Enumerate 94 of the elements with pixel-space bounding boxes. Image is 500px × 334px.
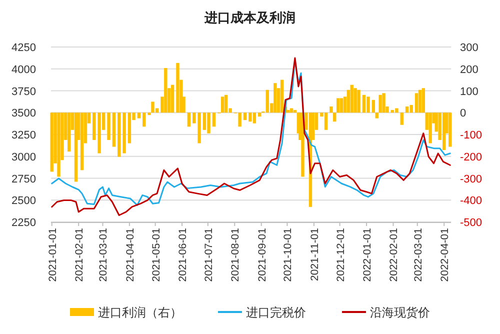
bar	[382, 93, 386, 113]
bar	[92, 112, 96, 140]
bar	[122, 112, 126, 154]
y-tick-label: 4000	[12, 64, 36, 76]
bar	[274, 83, 277, 113]
bar	[238, 112, 242, 127]
x-tick-label: 2021-08-01	[230, 228, 242, 282]
bar	[372, 100, 376, 113]
y-tick-label: 2250	[12, 217, 36, 229]
x-tick-label: 2021-03-01	[98, 228, 110, 282]
y2-tick-label: 100	[460, 86, 478, 98]
bar	[428, 112, 432, 144]
bar	[336, 98, 340, 113]
bar	[164, 68, 168, 113]
bar	[198, 112, 201, 144]
x-tick-label: 2022-03-01	[412, 228, 424, 282]
legend-label: 进口利润（右）	[98, 306, 182, 320]
y2-tick-label: 300	[460, 42, 478, 54]
bar	[422, 88, 426, 113]
bar	[151, 102, 154, 113]
x-tick-label: 2022-01-01	[362, 228, 374, 282]
chart-title: 进口成本及利润	[204, 10, 296, 25]
y-tick-label: 4250	[12, 42, 36, 54]
y-tick-label: 3500	[12, 108, 36, 120]
bar	[137, 112, 141, 118]
bar	[80, 112, 84, 170]
x-tick-label: 2021-06-01	[177, 228, 190, 282]
y-tick-label: 2750	[12, 173, 36, 186]
x-tick-label: 2021-10-01	[282, 228, 294, 282]
bar	[357, 90, 360, 113]
bar	[207, 112, 210, 134]
y-tick-label: 3250	[12, 130, 36, 142]
bar	[375, 112, 378, 118]
bar	[258, 112, 262, 117]
bar	[400, 112, 404, 125]
x-tick-label: 2021-09-01	[256, 228, 268, 282]
bar	[220, 96, 224, 113]
bar	[112, 112, 116, 147]
bar	[362, 94, 366, 113]
legend-label: 进口完税价	[246, 306, 306, 320]
y2-tick-label: -200	[460, 151, 482, 164]
legend-label: 沿海现货价	[370, 306, 430, 320]
bar	[68, 112, 71, 152]
x-tick-label: 2021-02-01	[74, 228, 86, 282]
bar	[142, 112, 146, 127]
bar	[280, 80, 284, 113]
y2-tick-label: -400	[460, 195, 482, 208]
bar	[395, 108, 398, 113]
bar	[98, 112, 101, 154]
bar	[107, 112, 110, 140]
x-tick-label: 2021-07-01	[202, 228, 215, 282]
bar	[354, 88, 357, 113]
x-tick-label: 2022-04-01	[439, 228, 452, 282]
bar	[243, 112, 247, 120]
bar	[405, 106, 409, 113]
y-tick-label: 3000	[12, 151, 36, 164]
bar	[324, 112, 328, 130]
bar	[252, 112, 256, 124]
bar	[187, 112, 191, 127]
bar	[170, 84, 174, 113]
bar	[212, 112, 216, 127]
x-tick-label: 2021-04-01	[124, 228, 136, 282]
y-tick-label: 3750	[12, 86, 36, 98]
y2-tick-label: 0	[460, 108, 466, 120]
bar	[410, 104, 413, 113]
bar	[57, 112, 60, 177]
bar	[350, 84, 354, 113]
y-tick-label: 2500	[12, 195, 36, 208]
bar	[414, 93, 418, 113]
bar	[148, 112, 151, 116]
bar	[248, 112, 252, 122]
x-tick-label: 2021-01-01	[46, 228, 59, 282]
bar	[176, 62, 180, 113]
x-tick-label: 2021-11-01	[308, 228, 321, 281]
bar	[340, 98, 344, 113]
bar	[333, 112, 336, 122]
y2-tick-label: 200	[460, 64, 478, 76]
y2-tick-label: -500	[460, 217, 482, 229]
y2-tick-label: -100	[460, 130, 482, 142]
y2-tick-label: -300	[460, 173, 482, 186]
x-tick-label: 2021-12-01	[334, 228, 347, 282]
bar	[118, 112, 121, 157]
x-tick-label: 2022-02-01	[388, 228, 400, 282]
bar	[366, 96, 370, 113]
bar	[50, 112, 54, 172]
bar	[330, 106, 333, 113]
bar	[192, 112, 196, 124]
bar	[448, 112, 452, 147]
bar	[378, 94, 382, 113]
x-tick-label: 2021-05-01	[150, 228, 162, 282]
bar	[224, 94, 228, 113]
bar	[128, 112, 132, 144]
bar	[202, 112, 206, 130]
bar	[418, 90, 422, 113]
